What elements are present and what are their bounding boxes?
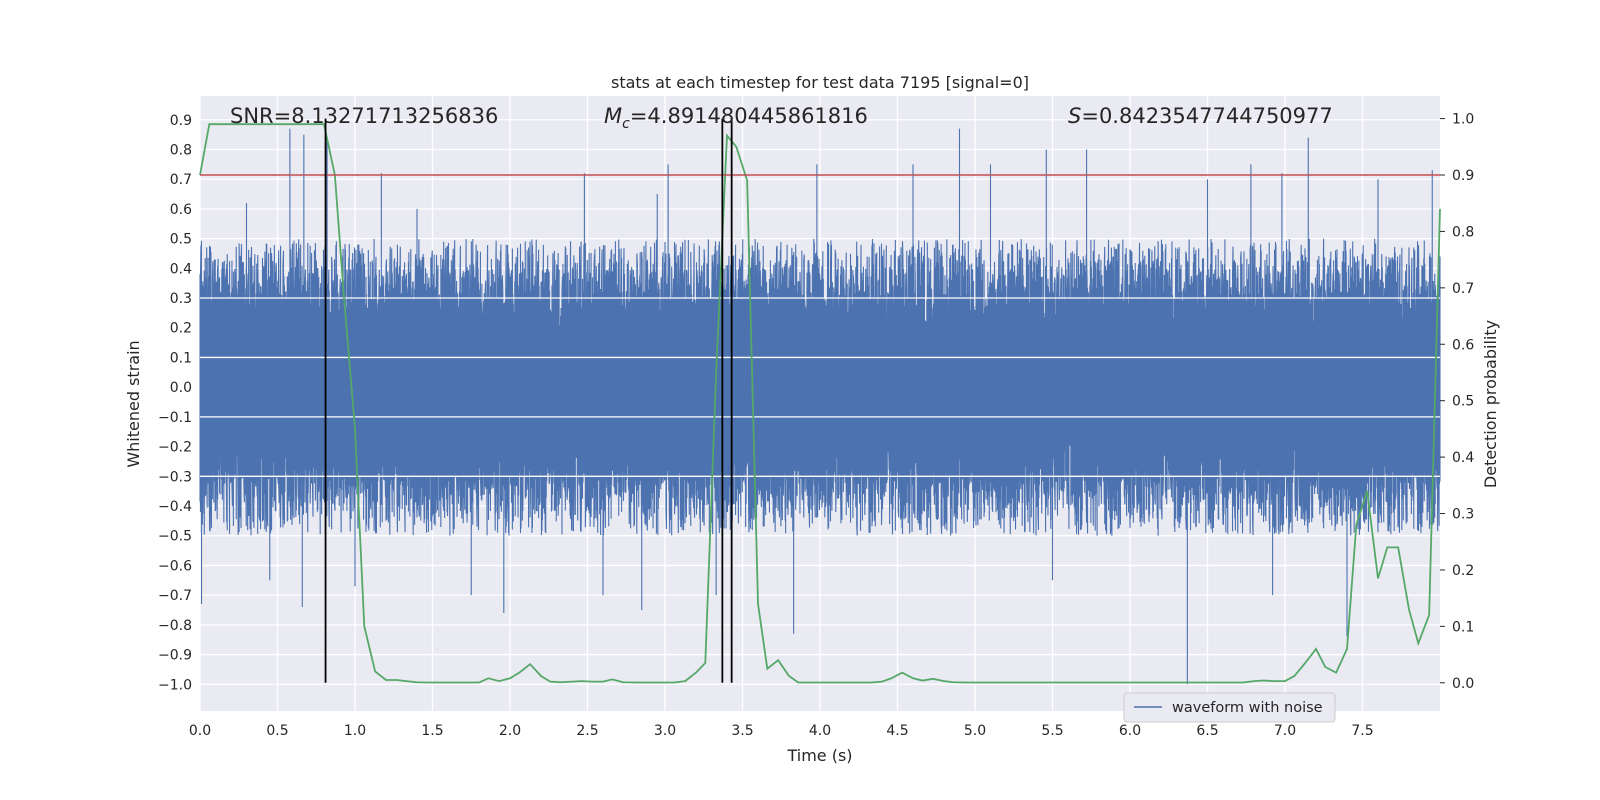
y2-tick-label: 0.5 (1452, 394, 1474, 410)
y-tick-label: −0.7 (158, 588, 192, 604)
x-tick-label: 0.5 (266, 723, 288, 739)
y-tick-label: −0.8 (158, 618, 192, 634)
y-tick-label: −0.3 (158, 469, 192, 485)
x-tick-label: 7.5 (1351, 723, 1373, 739)
y-tick-label: 0.3 (170, 291, 192, 307)
y2-tick-label: 0.3 (1452, 507, 1474, 523)
x-tick-label: 4.5 (886, 723, 908, 739)
y2-tick-label: 0.6 (1452, 337, 1474, 353)
mc-subscript: c (622, 116, 630, 132)
mc-value: =4.891480445861816 (630, 104, 868, 128)
y-tick-label: −1.0 (158, 677, 192, 693)
mc-annotation: Mc=4.891480445861816 (604, 104, 868, 132)
waveform-series (199, 128, 1441, 685)
y-axis-label: Whitened strain (124, 340, 143, 467)
x-tick-label: 5.0 (964, 723, 986, 739)
x-tick-label: 6.0 (1119, 723, 1141, 739)
y2-tick-label: 0.7 (1452, 281, 1474, 297)
y2-axis-label: Detection probability (1481, 320, 1500, 488)
x-tick-label: 2.5 (576, 723, 598, 739)
y2-tick-label: 0.2 (1452, 563, 1474, 579)
y-tick-label: −0.9 (158, 648, 192, 664)
legend-label-waveform: waveform with noise (1172, 700, 1323, 716)
waveform-line (199, 128, 1441, 685)
x-tick-label: 5.5 (1041, 723, 1063, 739)
y-tick-label: −0.5 (158, 529, 192, 545)
legend: waveform with noise (1123, 692, 1336, 723)
x-tick-label: 6.5 (1196, 723, 1218, 739)
probability-series (199, 123, 1441, 684)
y-tick-label: −0.4 (158, 499, 192, 515)
y-tick-label: 0.0 (170, 380, 192, 396)
y-tick-label: 0.6 (170, 202, 192, 218)
x-tick-labels: 0.0 0.5 1.0 1.5 2.0 2.5 3.0 3.5 4.0 4.5 5.0 5.5 6.0 6… (189, 723, 1374, 739)
x-tick-label: 0.0 (189, 723, 211, 739)
y-tick-label: 0.8 (170, 142, 192, 158)
y-tick-label: 0.5 (170, 232, 192, 248)
s-value: =0.8423547744750977 (1081, 104, 1332, 128)
x-tick-label: 3.0 (654, 723, 676, 739)
y2-tick-labels: 1.0 0.9 0.8 0.7 0.6 0.5 0.4 0.3 0.2 0.1 0.0 (1440, 112, 1474, 692)
chart-title: stats at each timestep for test data 719… (611, 73, 1029, 92)
y-tick-label: −0.1 (158, 410, 192, 426)
x-tick-label: 1.5 (421, 723, 443, 739)
x-tick-label: 4.0 (809, 723, 831, 739)
y2-tick-label: 0.8 (1452, 224, 1474, 240)
x-tick-label: 1.0 (344, 723, 366, 739)
y-tick-label: 0.1 (170, 350, 192, 366)
mc-symbol: M (604, 104, 622, 128)
y-tick-labels: 0.9 0.8 0.7 0.6 0.5 0.4 0.3 0.2 0.1 0.0 −0.1 −0.2 −0… (158, 113, 192, 693)
x-tick-label: 7.0 (1274, 723, 1296, 739)
y-tick-label: 0.4 (170, 261, 192, 277)
y2-tick-label: 0.1 (1452, 619, 1474, 635)
x-tick-label: 3.5 (731, 723, 753, 739)
y2-tick-label: 0.9 (1452, 168, 1474, 184)
y-tick-label: 0.7 (170, 172, 192, 188)
y-tick-label: 0.9 (170, 113, 192, 129)
x-axis-label: Time (s) (786, 746, 852, 765)
y-tick-label: −0.2 (158, 440, 192, 456)
s-symbol: S (1068, 104, 1081, 128)
probability-line (199, 123, 1441, 684)
s-annotation: S=0.8423547744750977 (1068, 104, 1333, 128)
overlay-lines (200, 118, 1440, 683)
snr-annotation: SNR=8.13271713256836 (230, 104, 498, 128)
x-tick-label: 2.0 (499, 723, 521, 739)
y2-tick-label: 1.0 (1452, 112, 1474, 128)
y2-tick-label: 0.0 (1452, 676, 1474, 692)
y-tick-label: 0.2 (170, 321, 192, 337)
y-tick-label: −0.6 (158, 558, 192, 574)
legend-box (1123, 692, 1336, 723)
y2-tick-label: 0.4 (1452, 450, 1474, 466)
